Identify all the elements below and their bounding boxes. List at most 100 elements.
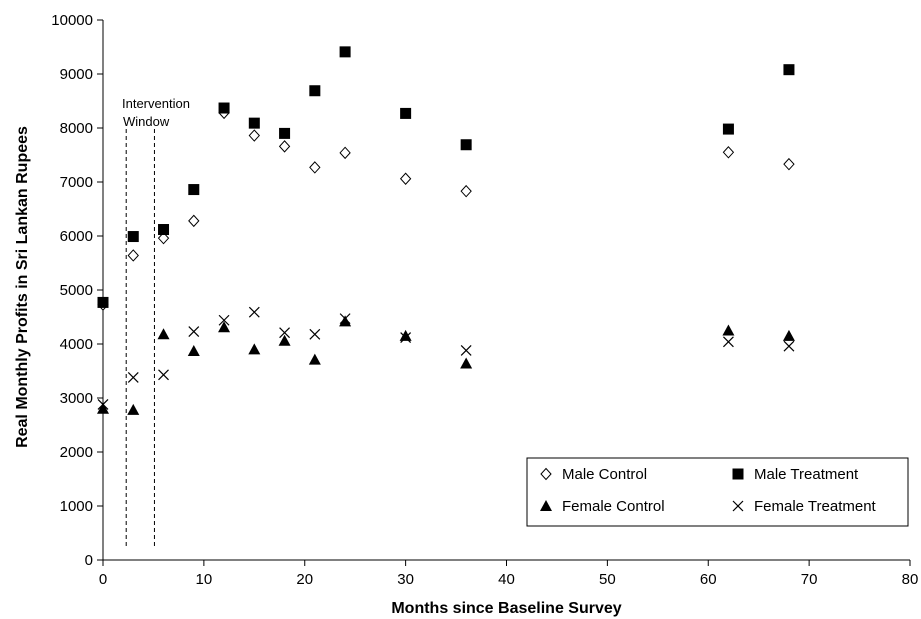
x-marker-stroke [783,340,795,352]
y-tick-label: 2000 [60,444,93,461]
legend-marker-female-control [540,500,552,511]
x-tick-label: 40 [498,571,515,588]
female-treatment-point [248,306,260,318]
x-axis-ticks: 0 10 20 30 40 50 60 70 80 [99,560,919,588]
x-tick-label: 80 [902,571,919,588]
male-control-point [278,140,291,153]
x-marker-stroke [732,500,744,512]
male-control-point [309,161,321,174]
y-tick-label: 10000 [51,12,93,29]
x-marker-stroke [158,369,169,381]
female-control-point [460,357,473,369]
x-tick-label: 60 [700,571,717,588]
female-treatment-point [723,336,734,348]
male-treatment-point [97,296,109,308]
x-marker-stroke [723,336,734,348]
y-tick-label: 3000 [60,390,93,407]
male-treatment-point [218,102,230,114]
intervention-window-label: Window [123,114,170,129]
y-tick-label: 7000 [60,174,93,191]
legend-marker-female-treatment [732,500,744,512]
legend-marker-male-control [540,467,552,481]
y-tick-label: 9000 [60,66,93,83]
female-treatment-point [309,328,321,340]
male-treatment-point [279,127,291,139]
x-axis-title: Months since Baseline Survey [391,600,621,617]
female-treatment-point [783,340,795,352]
x-marker-stroke [188,326,200,338]
female-treatment-point [339,313,351,325]
series-female-treatment [97,306,795,410]
intervention-window-annotation: Intervention Window [122,96,190,546]
female-treatment-point [188,326,200,338]
male-control-point [339,146,351,160]
male-control-point [399,172,412,186]
male-treatment-point [188,184,200,196]
data-points [97,46,795,415]
x-tick-label: 70 [801,571,818,588]
legend: Male Control Male Treatment Female Control… [526,457,909,527]
female-treatment-point [400,332,412,343]
legend-label-female-control: Female Control [562,498,665,515]
legend-label-female-treatment: Female Treatment [754,498,877,515]
female-control-point [278,334,291,346]
x-marker-stroke [309,328,321,340]
y-tick-label: 0 [85,552,93,569]
x-marker-stroke [339,313,351,325]
x-tick-label: 0 [99,571,107,588]
male-treatment-point [339,46,351,58]
series-male-treatment [97,46,795,308]
y-tick-label: 8000 [60,120,93,137]
x-marker-stroke [97,399,109,410]
female-treatment-point [460,345,472,356]
female-control-point [339,315,352,327]
male-control-point [783,157,795,171]
x-tick-label: 30 [397,571,414,588]
y-axis-title: Real Monthly Profits in Sri Lankan Rupee… [14,126,31,448]
series-female-control [97,315,795,415]
female-control-point [248,343,261,355]
female-treatment-point [218,314,230,326]
male-treatment-point [309,85,321,97]
x-marker-stroke [127,372,139,383]
male-treatment-point [460,139,472,151]
legend-label-male-control: Male Control [562,466,647,483]
male-treatment-point [127,231,139,243]
female-control-point [399,329,412,341]
male-control-point [127,249,139,262]
female-control-point [782,329,795,341]
axes: 0 1000 2000 3000 4000 5000 6000 7000 8000 9000 100… [51,12,918,588]
x-tick-label: 20 [296,571,313,588]
male-treatment-point [248,117,260,129]
male-control-point [460,184,472,198]
x-tick-label: 50 [599,571,616,588]
intervention-window-label: Intervention [122,96,190,111]
male-control-point [722,146,735,159]
x-marker-stroke [248,306,260,318]
female-control-point [127,403,140,415]
male-treatment-point [400,107,412,119]
female-treatment-point [97,399,109,410]
male-treatment-point [158,224,170,236]
y-tick-label: 5000 [60,282,93,299]
legend-marker-male-treatment [732,468,744,480]
female-control-point [218,321,231,333]
female-treatment-point [158,369,169,381]
female-control-point [722,324,735,336]
male-treatment-point [722,123,734,135]
male-control-point [157,231,170,245]
female-control-point [187,345,200,357]
y-tick-label: 1000 [60,498,93,515]
female-control-point [308,353,321,365]
legend-box [526,457,909,527]
y-tick-label: 6000 [60,228,93,245]
female-control-point [157,328,170,340]
series-male-control [97,106,795,311]
male-control-point [248,129,260,142]
x-marker-stroke [279,327,290,339]
male-control-point [188,214,200,228]
x-marker-stroke [218,314,230,326]
female-control-point [97,402,109,414]
y-tick-label: 4000 [60,336,93,353]
